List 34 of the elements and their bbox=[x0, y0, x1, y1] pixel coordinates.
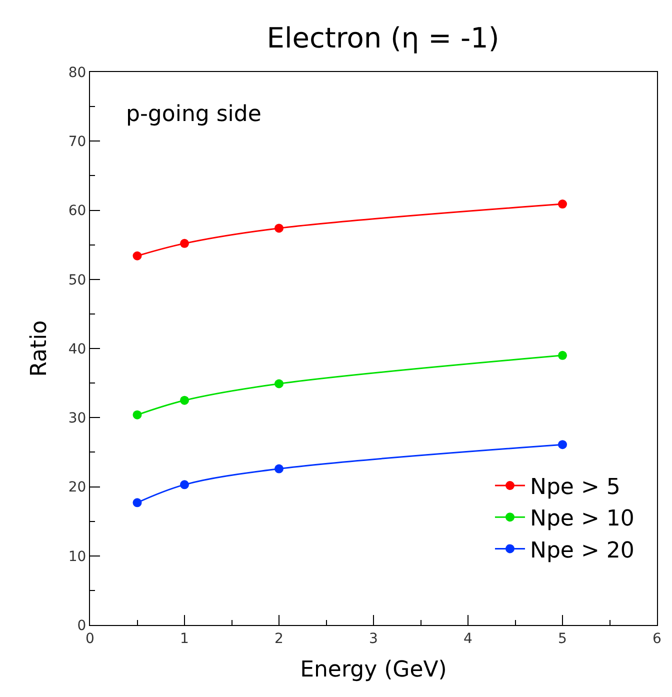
point bbox=[274, 224, 284, 233]
point bbox=[180, 238, 189, 248]
point bbox=[274, 379, 284, 388]
legend-label: Npe > 5 bbox=[530, 475, 620, 500]
point bbox=[558, 440, 567, 450]
x-tick-label: 5 bbox=[558, 630, 567, 647]
y-tick-label: 0 bbox=[77, 618, 86, 634]
point bbox=[180, 396, 189, 405]
y-axis-title: Ratio bbox=[27, 320, 52, 377]
point bbox=[132, 251, 142, 260]
y-tick-label: 30 bbox=[68, 410, 86, 427]
chart-title: Electron (η = -1) bbox=[266, 21, 500, 54]
x-tick-label: 4 bbox=[464, 630, 473, 647]
y-tick-label: 70 bbox=[68, 134, 86, 150]
x-tick-label: 2 bbox=[274, 630, 284, 647]
x-tick-label: 6 bbox=[652, 630, 662, 647]
point bbox=[180, 480, 189, 490]
annotation: p-going side bbox=[126, 102, 262, 127]
y-tick-label: 60 bbox=[68, 203, 86, 220]
point bbox=[274, 464, 284, 474]
y-tick-label: 40 bbox=[68, 341, 86, 358]
y-tick-label: 20 bbox=[68, 480, 86, 496]
legend-label: Npe > 20 bbox=[530, 538, 634, 564]
y-tick-label: 80 bbox=[68, 64, 86, 81]
point bbox=[132, 410, 142, 420]
y-tick-label: 50 bbox=[68, 272, 86, 288]
point bbox=[558, 200, 567, 209]
x-axis-title: Energy (GeV) bbox=[300, 658, 447, 683]
x-tick-label: 3 bbox=[369, 630, 378, 647]
y-tick-label: 10 bbox=[68, 548, 86, 565]
point bbox=[132, 498, 142, 508]
x-tick-label: 1 bbox=[180, 630, 189, 647]
point bbox=[558, 350, 567, 360]
legend-label: Npe > 10 bbox=[530, 506, 634, 532]
